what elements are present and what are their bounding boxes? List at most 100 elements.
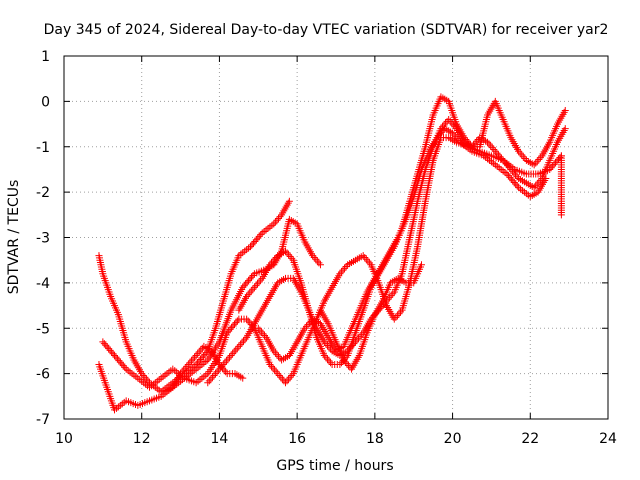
data-point-marker	[100, 340, 108, 348]
data-point-marker	[246, 289, 254, 297]
data-point-marker	[221, 359, 229, 367]
data-point-marker	[200, 359, 208, 367]
data-point-marker	[270, 347, 278, 355]
data-point-marker	[286, 253, 294, 261]
data-point-marker	[186, 370, 194, 378]
data-point-marker	[286, 373, 294, 381]
y-tick-label: 1	[41, 49, 50, 65]
data-point-marker	[247, 287, 255, 295]
data-point-marker	[491, 161, 499, 169]
data-point-marker	[448, 119, 456, 127]
data-point-marker	[455, 136, 463, 144]
data-point-marker	[491, 147, 499, 155]
data-point-marker	[217, 362, 225, 370]
data-point-marker	[561, 106, 569, 114]
data-point-marker	[512, 180, 520, 188]
data-point-marker	[247, 273, 255, 281]
data-point-marker	[124, 367, 132, 375]
data-point-marker	[519, 187, 527, 195]
data-point-marker	[188, 368, 196, 376]
data-point-marker	[249, 239, 257, 247]
data-point-marker	[285, 375, 293, 383]
data-point-marker	[103, 343, 111, 351]
data-point-marker	[118, 360, 126, 368]
data-point-marker	[191, 353, 199, 361]
data-point-marker	[502, 160, 510, 168]
data-point-marker	[490, 145, 498, 153]
data-point-marker	[272, 253, 280, 261]
data-point-marker	[169, 365, 177, 373]
data-point-marker	[178, 368, 186, 376]
data-point-marker	[281, 379, 289, 387]
data-point-marker	[553, 157, 561, 165]
x-tick-label: 16	[288, 431, 306, 447]
data-point-marker	[196, 376, 204, 384]
data-point-marker	[450, 131, 458, 139]
data-point-marker	[274, 370, 282, 378]
data-point-marker	[260, 227, 268, 235]
data-point-marker	[192, 351, 200, 359]
data-point-marker	[141, 373, 149, 381]
data-point-marker	[241, 335, 249, 343]
data-point-marker	[557, 152, 565, 160]
data-point-marker	[386, 293, 394, 301]
data-point-marker	[532, 182, 540, 190]
data-point-marker	[302, 322, 310, 330]
data-point-marker	[190, 367, 198, 375]
data-point-marker	[198, 374, 206, 382]
data-point-marker	[274, 352, 282, 360]
data-point-marker	[452, 133, 460, 141]
data-point-marker	[275, 371, 283, 379]
data-point-marker	[510, 178, 518, 186]
data-point-marker	[355, 334, 363, 342]
data-point-marker	[244, 291, 252, 299]
data-point-marker	[225, 327, 233, 335]
series-track-3	[99, 134, 565, 391]
data-point-marker	[212, 370, 220, 378]
data-point-marker	[273, 216, 281, 224]
data-point-marker	[230, 320, 238, 328]
data-point-marker	[243, 315, 251, 323]
data-point-marker	[304, 321, 312, 329]
y-axis-label: SDTVAR / TECUs	[6, 180, 22, 295]
data-point-marker	[244, 317, 252, 325]
data-point-marker	[501, 158, 509, 166]
data-point-marker	[278, 375, 286, 383]
data-point-marker	[530, 184, 538, 192]
data-point-marker	[285, 197, 293, 205]
data-point-marker	[262, 226, 270, 234]
data-point-marker	[512, 171, 520, 179]
data-point-marker	[251, 237, 259, 245]
data-point-marker	[159, 373, 167, 381]
data-point-marker	[196, 355, 204, 363]
data-point-marker	[271, 366, 279, 374]
data-point-marker	[256, 326, 264, 334]
data-point-marker	[554, 155, 562, 163]
data-point-marker	[99, 338, 107, 346]
data-point-marker	[248, 241, 256, 249]
data-point-marker	[462, 135, 470, 143]
data-point-marker	[433, 134, 441, 142]
data-point-marker	[247, 243, 255, 251]
data-point-marker	[145, 383, 153, 391]
data-point-marker	[365, 259, 373, 267]
data-point-marker	[453, 135, 461, 143]
data-point-marker	[257, 276, 265, 284]
data-point-marker	[322, 353, 330, 361]
data-point-marker	[111, 351, 119, 359]
data-point-marker	[506, 173, 514, 181]
data-point-marker	[266, 223, 274, 231]
data-point-marker	[230, 348, 238, 356]
data-point-marker	[356, 332, 364, 340]
data-point-marker	[395, 310, 403, 318]
data-point-marker	[535, 155, 543, 163]
data-point-marker	[215, 361, 223, 369]
data-point-marker	[243, 246, 251, 254]
data-point-marker	[227, 351, 235, 359]
data-point-marker	[224, 355, 232, 363]
data-point-marker	[387, 292, 395, 300]
data-point-marker	[210, 371, 218, 379]
data-point-marker	[485, 140, 493, 148]
data-point-marker	[268, 221, 276, 229]
data-point-marker	[119, 362, 127, 370]
